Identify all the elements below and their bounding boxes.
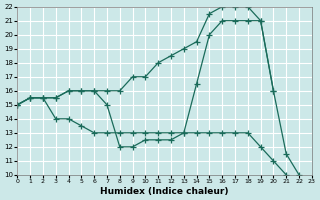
X-axis label: Humidex (Indice chaleur): Humidex (Indice chaleur) xyxy=(100,187,229,196)
